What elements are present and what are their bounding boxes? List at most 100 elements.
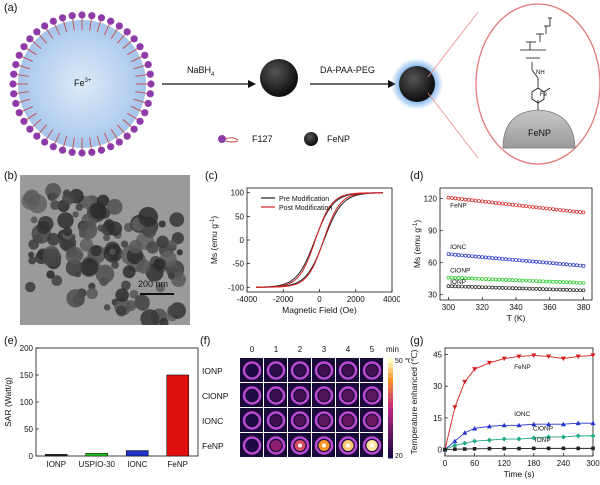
vial-ring — [290, 411, 310, 430]
data-point — [480, 285, 485, 290]
vial-ring — [242, 411, 262, 430]
data-point — [568, 288, 572, 292]
data-point — [460, 284, 464, 289]
f127-head — [146, 70, 154, 78]
data-point — [453, 284, 458, 289]
vial-core — [246, 365, 258, 376]
data-point — [501, 356, 507, 362]
f127-tail — [135, 91, 148, 94]
data-point — [544, 260, 549, 265]
legend-f127: F127 — [218, 134, 273, 144]
f127-head — [26, 35, 34, 43]
data-point — [462, 430, 468, 435]
data-point — [452, 438, 458, 444]
data-point — [576, 446, 580, 451]
tem-nanoparticle — [159, 317, 169, 325]
sample-row-label: FeNP — [202, 441, 224, 451]
x-category-label: IONC — [127, 460, 147, 469]
colorbar-segment — [388, 403, 393, 409]
data-point — [497, 285, 501, 290]
f127-head — [68, 12, 76, 20]
tem-nanoparticle — [103, 234, 111, 242]
data-point — [516, 354, 522, 359]
data-point — [564, 280, 569, 285]
tem-scalebar-label: 200 nm — [138, 279, 169, 289]
data-point — [480, 255, 485, 259]
f127-head — [97, 146, 106, 154]
f127-head — [49, 143, 57, 151]
data-point — [524, 286, 528, 291]
f127-head — [88, 12, 96, 20]
data-point — [476, 254, 481, 259]
plot-frame — [246, 187, 393, 293]
sar-bar — [44, 454, 68, 457]
tem-nanoparticle — [103, 304, 111, 311]
f127-head — [97, 14, 106, 22]
data-point — [541, 279, 545, 284]
x-axis-label: Time (s) — [504, 469, 535, 479]
data-point — [497, 201, 501, 206]
hysteresis-branch-down — [256, 192, 383, 288]
data-point — [504, 202, 508, 206]
data-point — [520, 203, 525, 208]
data-point — [524, 204, 528, 209]
data-point — [571, 209, 576, 214]
f127-head — [123, 132, 131, 140]
colorbar-segment — [388, 363, 393, 369]
data-point — [449, 275, 454, 280]
f127-tail — [104, 23, 110, 36]
data-point — [456, 196, 461, 201]
tem-nanoparticle — [50, 192, 58, 200]
data-point — [531, 421, 537, 427]
colorbar-segment — [388, 408, 393, 414]
f127-head — [26, 125, 34, 133]
f127-head — [115, 22, 123, 30]
f127-head — [78, 149, 86, 157]
legend-label: Post Modification — [279, 205, 332, 212]
data-point — [547, 279, 552, 284]
colorbar-segment — [388, 388, 393, 394]
f127-head — [123, 28, 131, 36]
data-point — [472, 447, 477, 451]
sample-row-label: IONP — [202, 366, 223, 376]
x-tick-label: 0 — [317, 295, 322, 304]
f127-head — [107, 17, 115, 25]
surface-label: FeNP — [528, 128, 551, 138]
zoom-line-top — [427, 11, 479, 78]
vial-ring — [338, 361, 358, 380]
x-tick-label: 2000 — [347, 295, 365, 304]
colorbar-segment — [388, 378, 393, 384]
f127-head — [88, 148, 96, 156]
f127-tail — [122, 119, 133, 128]
f127-tail — [130, 56, 143, 62]
data-point — [453, 196, 458, 201]
ms-temperature-chart: 300 320 340 360 380 30 60 90 120 T (K) Ms (emu g-1… — [412, 187, 593, 323]
tem-nanoparticle — [75, 203, 83, 211]
colorbar-segment — [388, 423, 393, 429]
data-point — [531, 353, 537, 358]
data-point — [462, 447, 467, 451]
tem-nanoparticle — [51, 275, 63, 286]
x-tick-label: 360 — [543, 303, 557, 312]
fenp-particle — [260, 59, 298, 97]
tem-particles — [21, 183, 186, 325]
data-point — [537, 260, 542, 264]
data-point — [590, 433, 596, 439]
data-point — [486, 423, 492, 429]
panel-label-a: (a) — [4, 2, 18, 14]
y-tick-label: 30 — [428, 291, 437, 300]
data-point — [531, 279, 535, 283]
vial-core — [270, 415, 282, 426]
data-point — [517, 278, 522, 283]
data-point — [473, 276, 478, 281]
data-point — [487, 285, 491, 290]
fe3-core — [18, 20, 146, 148]
f127-tail — [26, 112, 37, 121]
vial-ring — [290, 386, 310, 405]
data-point — [452, 405, 458, 410]
data-point — [507, 278, 512, 282]
y-tick-label: 60 — [428, 259, 437, 268]
vial-ring — [362, 436, 382, 455]
data-point — [449, 284, 454, 289]
f127-tail — [31, 40, 42, 49]
